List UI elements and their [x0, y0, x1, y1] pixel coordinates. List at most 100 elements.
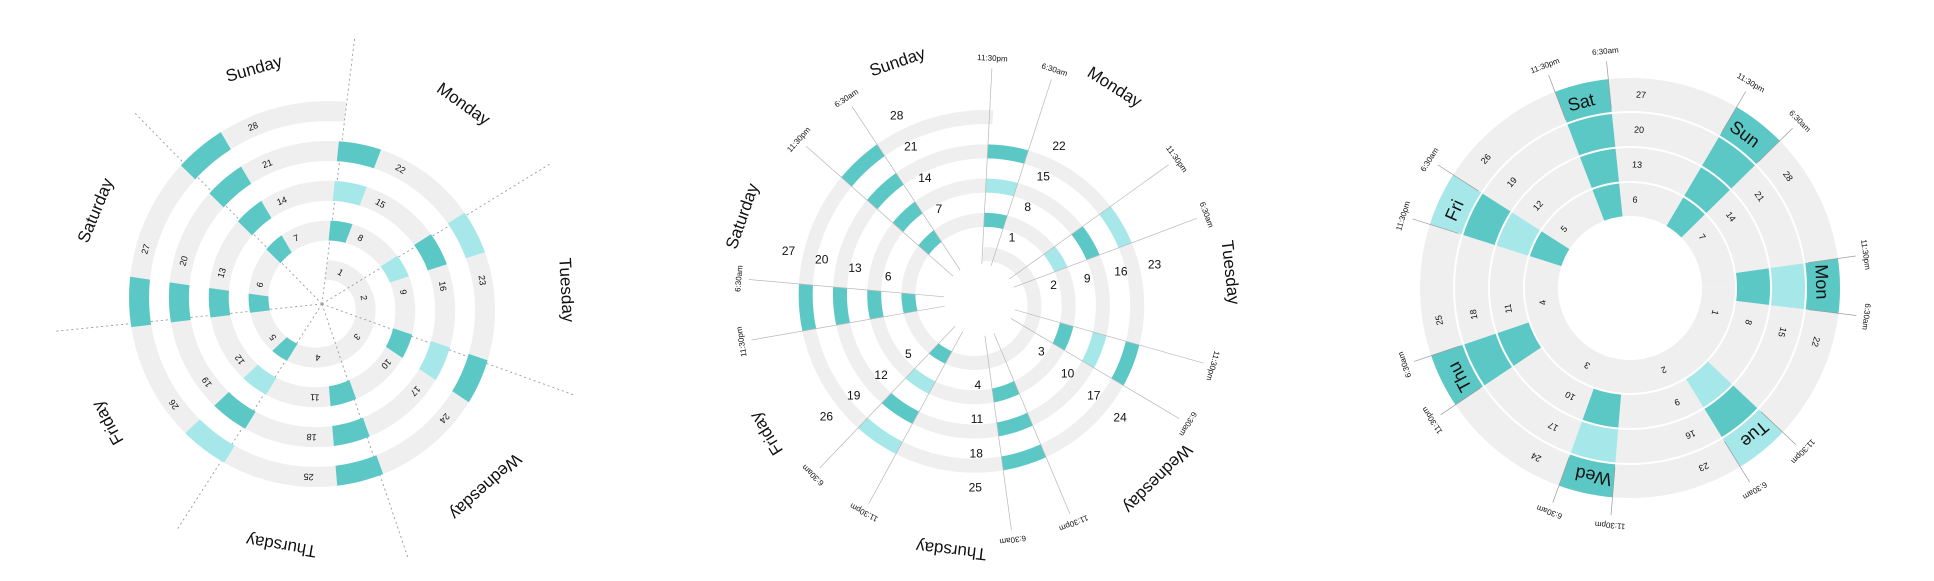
sleep-block-7 — [1666, 197, 1705, 238]
time-guide — [1610, 467, 1616, 516]
date-label: 23 — [1697, 460, 1710, 473]
sleep-block-15 — [1770, 263, 1805, 310]
date-label: 14 — [275, 194, 288, 207]
time-guide — [1413, 345, 1460, 362]
date-label: 17 — [1087, 389, 1101, 403]
time-guide — [993, 333, 1071, 515]
date-label: 19 — [847, 389, 861, 403]
date-label: 8 — [1024, 200, 1031, 214]
date-label: 7 — [936, 202, 943, 216]
date-label: 2 — [1050, 278, 1057, 292]
time-label: 11:30pm — [1594, 519, 1626, 531]
day-label: Wednesday — [1119, 440, 1196, 517]
date-label: 10 — [1061, 367, 1075, 381]
sleep-block-14 — [237, 200, 272, 236]
sleep-block-20 — [832, 286, 850, 326]
time-label: 11:30pm — [1164, 144, 1189, 174]
sleep-block-22 — [1805, 258, 1840, 314]
date-label: 28 — [1781, 169, 1795, 183]
time-label: 11:30pm — [977, 53, 1008, 64]
time-guide — [805, 146, 954, 277]
date-label: 3 — [352, 331, 363, 341]
date-label: 19 — [1505, 175, 1519, 189]
sleep-block-11 — [1497, 322, 1542, 366]
date-label: 7 — [1697, 232, 1708, 242]
date-label: 12 — [1531, 199, 1545, 213]
time-guide — [1013, 217, 1198, 288]
time-guide — [1014, 309, 1204, 364]
date-label: 2 — [358, 295, 369, 301]
day-label: Friday — [88, 397, 128, 448]
sleep-block-10 — [1052, 322, 1074, 351]
sleep-block-26 — [1429, 174, 1481, 235]
date-label: 5 — [905, 347, 912, 361]
date-label: 3 — [1582, 360, 1591, 371]
sleep-block-21 — [866, 172, 904, 210]
date-label: 5 — [1559, 224, 1570, 234]
day-label: Thursday — [244, 530, 318, 561]
day-label: Tuesday — [555, 257, 578, 323]
date-label: 27 — [782, 244, 796, 258]
sleep-block-7 — [266, 235, 292, 264]
time-guide — [990, 79, 1052, 266]
sleep-block-13 — [1579, 148, 1619, 189]
date-label: 21 — [1752, 189, 1766, 203]
sleep-block-12 — [905, 368, 936, 394]
sleep-block-16 — [1704, 385, 1758, 437]
date-label: 8 — [356, 232, 365, 243]
date-label: 7 — [292, 233, 300, 244]
day-label: Thursday — [914, 537, 987, 564]
date-label: 14 — [1724, 210, 1738, 224]
date-label: 10 — [1563, 389, 1577, 403]
date-label: 19 — [200, 375, 214, 389]
time-label: 11:30pm — [1420, 405, 1445, 436]
sleep-block-27 — [129, 276, 152, 328]
sleep-block-23 — [447, 212, 485, 259]
date-label: 13 — [848, 261, 862, 275]
sleep-block-25 — [1431, 345, 1483, 405]
sleep-block-18 — [332, 417, 370, 446]
time-label: 6:30am — [1419, 146, 1441, 174]
date-label: 21 — [261, 157, 274, 170]
time-label: 6:30am — [733, 265, 744, 293]
date-label: 15 — [1037, 170, 1051, 184]
time-guide — [1552, 457, 1570, 503]
time-label: 6:30am — [1535, 503, 1563, 521]
date-label: 21 — [904, 140, 918, 154]
date-label: 9 — [1673, 397, 1681, 408]
sleep-block-24 — [1558, 454, 1616, 498]
sleep-block-15 — [332, 180, 367, 206]
date-label: 10 — [379, 357, 393, 371]
time-guide — [1010, 318, 1180, 420]
time-label: 6:30am — [1040, 61, 1068, 78]
sleep-block-9 — [380, 255, 409, 283]
date-label: 18 — [1468, 309, 1480, 321]
sleep-block-27 — [1554, 79, 1612, 123]
date-label: 23 — [477, 275, 488, 286]
sleep-block-13 — [208, 288, 231, 318]
date-label: 17 — [1546, 420, 1560, 434]
time-label: 11:30pm — [785, 125, 812, 154]
sleep-block-16 — [414, 234, 447, 271]
time-label: 11:30pm — [1529, 56, 1561, 75]
sleep-block-7 — [918, 230, 942, 255]
sleep-block-9 — [1043, 246, 1068, 272]
time-label: 11:30pm — [1204, 350, 1221, 382]
sleep-block-22 — [336, 141, 382, 169]
sleep-block-8 — [1735, 268, 1770, 305]
date-label: 5 — [267, 332, 278, 342]
time-label: 11:30pm — [848, 501, 879, 524]
sleep-block-20 — [168, 282, 191, 323]
date-label: 25 — [969, 481, 983, 495]
time-label: 11:30pm — [1735, 71, 1766, 94]
date-label: 16 — [1114, 265, 1128, 279]
time-guide — [1758, 127, 1793, 163]
time-guide — [1437, 164, 1479, 192]
date-label: 18 — [306, 432, 317, 443]
sleep-block-10 — [1582, 388, 1622, 428]
time-label: 6:30am — [1741, 480, 1769, 502]
date-label: 4 — [315, 352, 321, 362]
